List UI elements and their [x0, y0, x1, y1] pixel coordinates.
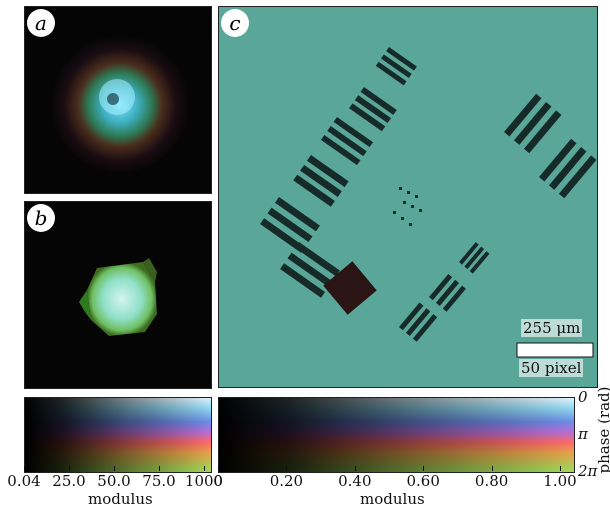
colorbar-left-tickmark [159, 466, 160, 471]
colorbar-left-tickmark [114, 466, 115, 471]
scalebar-physical-label: 255 μm [521, 319, 583, 337]
colorbar-left-tick-label: 75.0 [142, 472, 176, 490]
panel-a-graphic [25, 7, 211, 193]
colorbar-right-tickmark [354, 466, 356, 471]
colorbar-phase-tick-label: 0 [578, 388, 588, 406]
colorbar-right [218, 397, 575, 473]
panel-c-reconstruction-image: c 255 μm 50 pixel [218, 6, 598, 388]
panel-a-diffraction-image: a [24, 6, 212, 194]
colorbar-left [24, 397, 212, 473]
colorbar-left-tickmark [24, 466, 25, 471]
panel-label-b: b [27, 204, 55, 232]
panel-label-c: c [221, 9, 249, 37]
colorbar-left-tick-label: 50.0 [97, 472, 131, 490]
colorbar-left-tickmark [69, 466, 70, 471]
panel-label-a: a [27, 9, 55, 37]
colorbar-right-modulus-shading [219, 398, 574, 472]
panel-b-support-image: b [24, 201, 212, 389]
colorbar-right-tickmark [423, 466, 425, 471]
colorbar-left-modulus-shading [25, 398, 211, 472]
colorbar-right-tickmark [286, 466, 288, 471]
colorbar-right-tickmark [491, 466, 493, 471]
colorbar-right-tick-label: 0.40 [338, 472, 372, 490]
colorbar-left-xlabel: modulus [88, 490, 153, 508]
colorbar-right-tick-label: 0.20 [269, 472, 304, 490]
resolution-target-bars [260, 47, 597, 342]
colorbar-phase-ylabel: phase (rad) [595, 386, 610, 474]
colorbar-phase-tick-label: π [578, 425, 588, 443]
colorbar-right-tick-label: 1.00 [543, 472, 577, 490]
colorbar-right-tickmark [560, 466, 561, 471]
colorbar-left-tick-label: 1000 [184, 472, 224, 490]
scalebar-graphic [516, 342, 594, 358]
colorbar-left-tick-label: 25.0 [52, 472, 86, 490]
colorbar-left-tick-label: 0.04 [7, 472, 41, 490]
colorbar-right-tick-label: 0 [213, 472, 223, 490]
colorbar-left-tickmark [204, 466, 205, 471]
panel-b-graphic [25, 202, 211, 388]
colorbar-right-tick-label: 0.80 [474, 472, 509, 490]
colorbar-right-tick-label: 0.60 [406, 472, 440, 490]
colorbar-right-xlabel: modulus [360, 490, 425, 508]
colorbar-phase-tick-label: 2π [578, 462, 598, 480]
colorbar-right-tickmark [218, 466, 219, 471]
scalebar-pixel-label: 50 pixel [519, 359, 584, 377]
